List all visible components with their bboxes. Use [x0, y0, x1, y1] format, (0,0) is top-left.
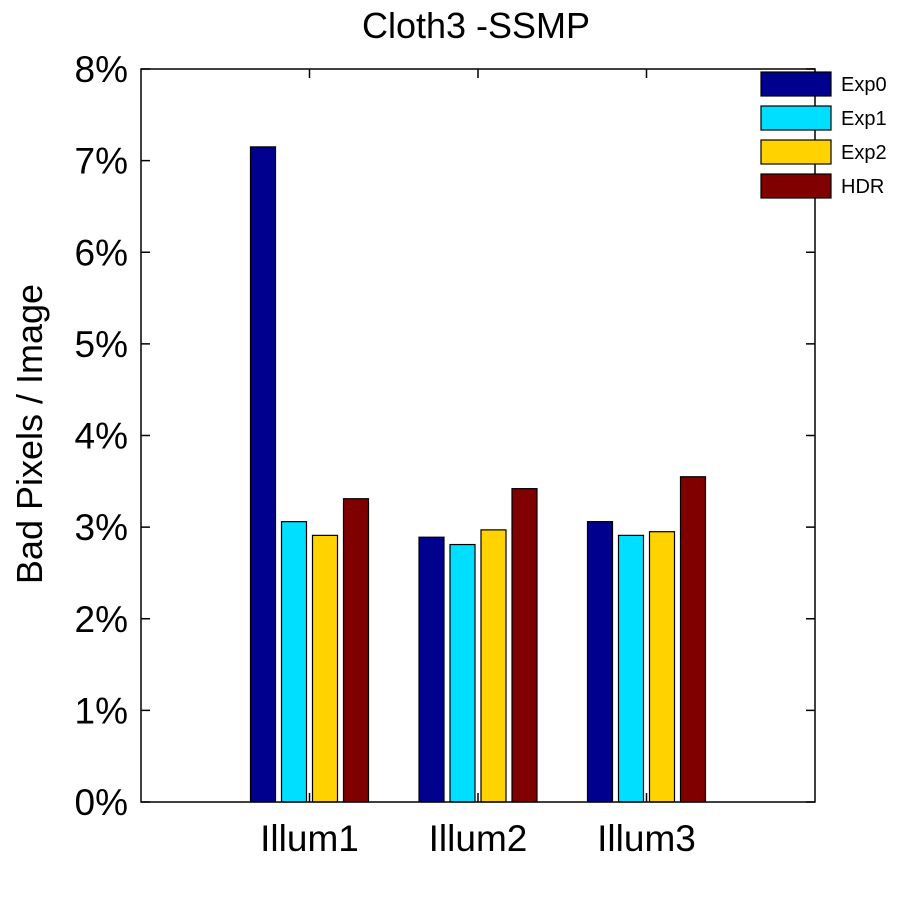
bar-hdr-illum1: [342, 498, 370, 803]
legend-swatch-exp2: [760, 139, 832, 165]
legend: Exp0 Exp1 Exp2 HDR: [760, 71, 887, 199]
y-tick-label: 5%: [75, 324, 128, 365]
x-category-label: Illum3: [597, 818, 696, 859]
plot-frame: [140, 68, 816, 803]
y-tick-label: 1%: [75, 690, 128, 731]
bar-exp2-illum3: [648, 531, 676, 803]
legend-swatch-hdr: [760, 173, 832, 199]
chart-title: Cloth3 -SSMP: [362, 5, 590, 46]
legend-swatch-exp0: [760, 71, 832, 97]
legend-label-hdr: HDR: [841, 176, 884, 198]
bars-group: [249, 146, 707, 803]
bar-exp0-illum3: [586, 521, 614, 803]
legend-label-exp1: Exp1: [841, 108, 887, 130]
y-tick-label: 3%: [75, 507, 128, 548]
bar-exp1-illum1: [280, 521, 308, 803]
y-axis-ticks: 0% 1% 2% 3% 4% 5% 6% 7% 8%: [75, 49, 815, 823]
legend-label-exp2: Exp2: [841, 142, 887, 164]
bar-exp1-illum3: [617, 534, 645, 803]
bar-exp2-illum2: [480, 529, 507, 803]
bar-exp0-illum1: [249, 146, 277, 803]
bar-hdr-illum2: [511, 488, 538, 803]
y-tick-label: 7%: [75, 141, 128, 182]
y-axis-label: Bad Pixels / Image: [9, 284, 50, 584]
x-category-label: Illum1: [260, 818, 359, 859]
legend-label-exp0: Exp0: [841, 74, 887, 96]
bar-exp2-illum1: [311, 534, 339, 803]
y-tick-label: 0%: [75, 782, 128, 823]
x-axis-categories: Illum1 Illum2 Illum3: [260, 69, 696, 859]
bar-exp0-illum2: [418, 536, 445, 803]
legend-swatch-exp1: [760, 105, 832, 131]
y-tick-label: 4%: [75, 416, 128, 457]
bar-hdr-illum3: [679, 476, 707, 803]
bar-exp1-illum2: [449, 543, 476, 803]
y-tick-label: 2%: [75, 599, 128, 640]
y-tick-label: 8%: [75, 49, 128, 90]
y-tick-label: 6%: [75, 232, 128, 273]
x-category-label: Illum2: [429, 818, 528, 859]
